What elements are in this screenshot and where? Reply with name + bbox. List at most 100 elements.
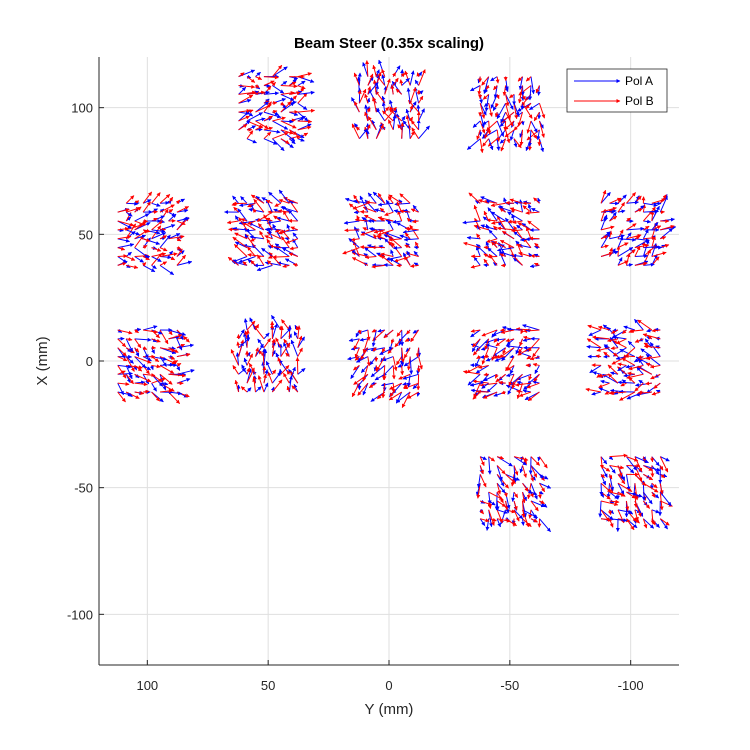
arrow-pol-b [151, 338, 161, 343]
arrow-pol-b [473, 224, 489, 231]
tile-3 [117, 191, 193, 276]
arrow-pol-b [352, 202, 369, 210]
arrow-pol-b [384, 78, 391, 95]
arrow-pol-b [280, 91, 295, 96]
arrow-pol-a [634, 254, 649, 259]
arrow-pol-a [263, 138, 278, 145]
arrow-pol-b [487, 138, 498, 147]
arrow-pol-b [600, 206, 617, 213]
arrow-pol-a [413, 250, 419, 257]
arrow-pol-a [280, 80, 288, 86]
arrow-pol-a [297, 76, 315, 83]
arrow-pol-a [362, 62, 369, 77]
arrow-pol-b [482, 93, 490, 100]
arrow-pol-b [359, 209, 368, 214]
arrow-pol-b [253, 198, 265, 213]
arrow-pol-b [117, 208, 130, 213]
arrow-pol-b [507, 219, 515, 224]
arrow-pol-a [617, 209, 626, 214]
arrow-pol-a [159, 362, 174, 367]
arrow-pol-a [151, 264, 157, 270]
arrow-pol-b [280, 101, 285, 106]
arrow-pol-b [142, 238, 151, 242]
arrow-pol-b [272, 65, 283, 77]
arrow-pol-b [246, 130, 254, 139]
arrow-pol-a [159, 200, 170, 205]
arrow-pol-b [117, 235, 132, 240]
arrow-pol-b [297, 125, 312, 131]
arrow-pol-a [485, 241, 490, 248]
arrow-pol-b [626, 192, 636, 204]
arrow-pol-a [117, 256, 128, 264]
quiver-arrows [117, 59, 677, 533]
arrow-pol-a [126, 201, 139, 206]
arrow-pol-b [272, 132, 289, 140]
arrow-pol-b [117, 220, 135, 227]
arrow-pol-b [250, 260, 256, 266]
arrow-pol-b [479, 138, 484, 154]
arrow-pol-b [117, 254, 128, 259]
arrow-pol-b [483, 372, 489, 377]
arrow-pol-b [517, 222, 532, 231]
arrow-pol-a [367, 82, 379, 95]
arrow-pol-b [519, 129, 524, 146]
arrow-pol-b [626, 249, 636, 257]
x-tick-label: 0 [385, 678, 392, 693]
arrow-pol-a [288, 209, 299, 222]
y-tick-label: 50 [79, 227, 93, 242]
arrow-pol-a [399, 234, 411, 240]
legend-label-pol-b: Pol B [625, 94, 654, 108]
arrow-pol-b [348, 203, 360, 213]
arrow-pol-a [151, 382, 157, 392]
arrow-pol-b [367, 116, 377, 131]
arrow-pol-a [400, 329, 405, 347]
arrow-pol-b [400, 365, 405, 376]
arrow-pol-b [143, 329, 159, 334]
arrow-pol-b [238, 115, 250, 122]
arrow-pol-b [483, 253, 489, 258]
arrow-pol-b [159, 235, 168, 240]
arrow-pol-a [536, 129, 541, 141]
arrow-pol-b [367, 73, 374, 86]
arrow-pol-b [512, 220, 523, 225]
arrow-pol-b [483, 258, 490, 266]
arrow-pol-a [280, 119, 294, 124]
arrow-pol-b [168, 373, 187, 378]
arrow-pol-b [525, 102, 532, 109]
arrow-pol-a [276, 216, 290, 222]
arrow-pol-b [373, 234, 378, 240]
arrow-pol-a [488, 229, 498, 240]
arrow-pol-b [366, 107, 371, 113]
arrow-pol-b [297, 85, 306, 90]
arrow-pol-a [385, 256, 402, 261]
arrow-pol-b [117, 370, 126, 375]
arrow-pol-a [384, 232, 402, 240]
arrow-pol-b [617, 202, 626, 213]
arrow-pol-b [617, 229, 624, 240]
arrow-pol-b [280, 129, 294, 135]
arrow-pol-b [134, 382, 148, 387]
arrow-pol-b [409, 87, 417, 104]
arrow-pol-a [392, 219, 402, 224]
arrow-pol-a [275, 246, 290, 257]
arrow-pol-b [525, 226, 532, 239]
arrow-pol-a [518, 76, 524, 91]
arrow-pol-b [354, 101, 360, 113]
arrow-pol-a [357, 72, 362, 86]
arrow-pol-a [385, 199, 394, 213]
arrow-pol-a [117, 220, 132, 229]
arrow-pol-a [344, 197, 360, 204]
arrow-pol-b [400, 122, 405, 139]
arrow-pol-b [379, 217, 386, 222]
arrow-pol-a [176, 216, 190, 222]
arrow-pol-b [126, 337, 133, 342]
tile-0 [238, 65, 315, 152]
arrow-pol-b [238, 72, 245, 78]
arrow-pol-a [367, 192, 377, 204]
arrow-pol-b [527, 220, 540, 231]
arrow-pol-b [645, 381, 652, 386]
arrow-pol-b [505, 129, 511, 144]
arrow-pol-b [600, 244, 609, 249]
arrow-pol-b [134, 220, 146, 226]
arrow-pol-b [384, 211, 394, 216]
